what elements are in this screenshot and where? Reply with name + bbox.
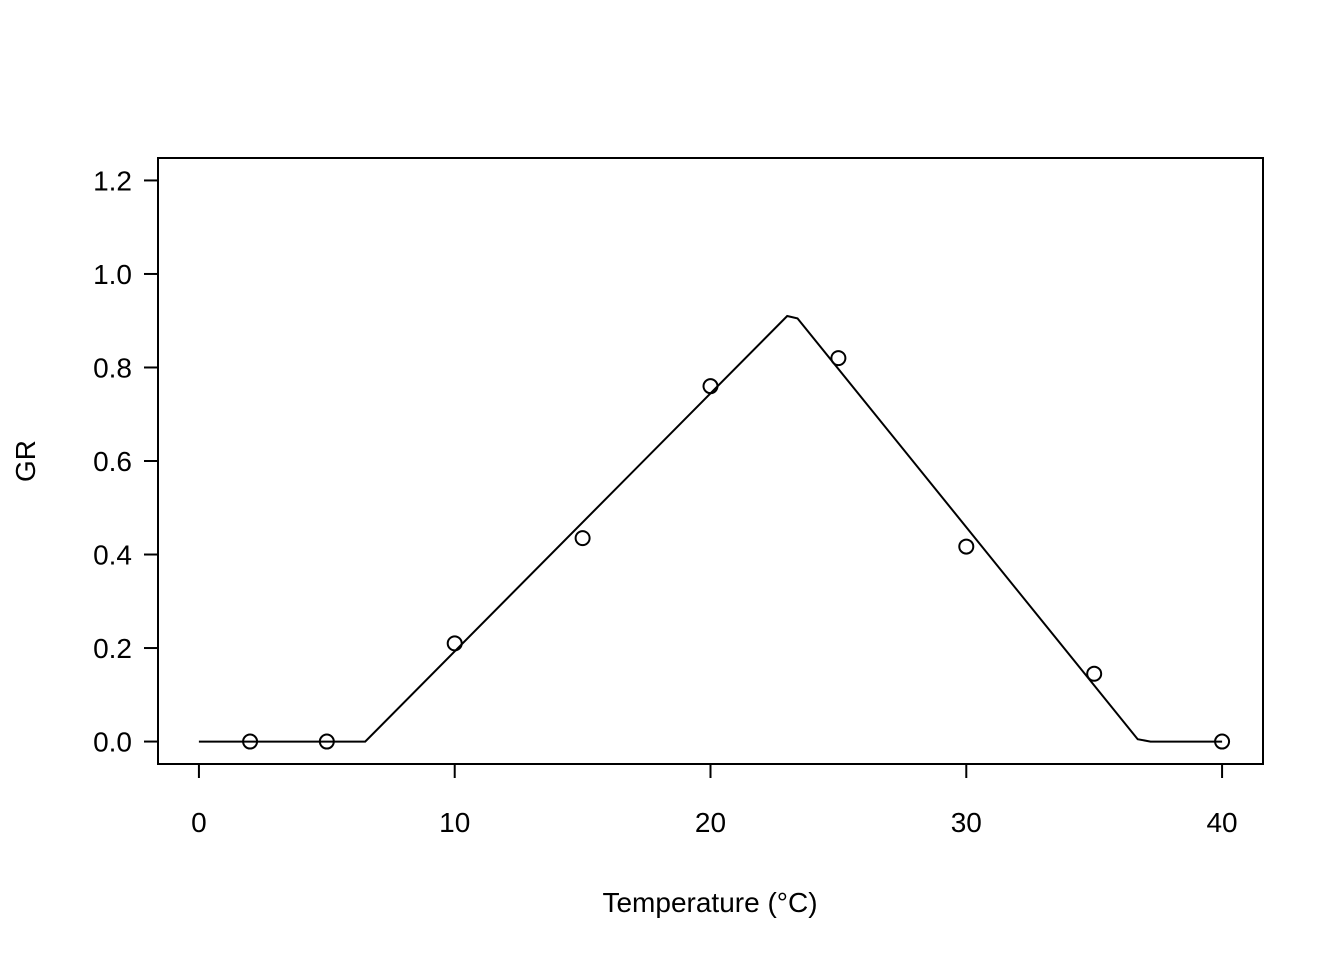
x-tick-label: 20	[695, 807, 726, 838]
data-point	[446, 635, 463, 652]
fitted-curve	[198, 314, 1223, 743]
y-axis: 0.0 0.2 0.4 0.6 0.8 1.0 1.2	[93, 165, 159, 758]
y-axis-label: GR	[10, 440, 41, 482]
plot-frame	[157, 157, 1264, 765]
data-point	[830, 350, 847, 367]
x-tick-label: 10	[439, 807, 470, 838]
x-tick-label: 0	[191, 807, 207, 838]
y-tick-label: 0.4	[93, 540, 132, 571]
y-tick-label: 0.6	[93, 446, 132, 477]
x-tick-label: 30	[951, 807, 982, 838]
y-tick-label: 1.2	[93, 165, 132, 196]
y-tick-label: 0.8	[93, 352, 132, 383]
data-point	[1214, 733, 1231, 750]
data-point	[574, 530, 591, 547]
data-point	[318, 733, 335, 750]
y-tick-label: 0.0	[93, 727, 132, 758]
data-point	[1086, 665, 1103, 682]
data-points	[242, 350, 1231, 750]
x-tick-label: 40	[1206, 807, 1237, 838]
data-point	[242, 733, 259, 750]
x-axis: 0 10 20 30 40	[191, 763, 1238, 838]
y-tick-label: 1.0	[93, 259, 132, 290]
data-point	[702, 378, 719, 395]
y-tick-label: 0.2	[93, 633, 132, 664]
data-point	[958, 538, 975, 555]
x-axis-label: Temperature (°C)	[602, 887, 817, 918]
